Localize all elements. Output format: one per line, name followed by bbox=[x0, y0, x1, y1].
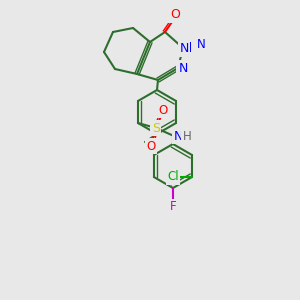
Text: H: H bbox=[183, 130, 191, 142]
Text: N: N bbox=[181, 40, 191, 52]
Text: O: O bbox=[170, 8, 180, 20]
Text: Cl: Cl bbox=[167, 170, 179, 184]
Text: N: N bbox=[178, 61, 188, 74]
Text: N: N bbox=[173, 130, 183, 142]
Text: S: S bbox=[152, 122, 160, 134]
Text: O: O bbox=[170, 8, 180, 22]
Text: N: N bbox=[182, 41, 192, 55]
Text: O: O bbox=[158, 103, 168, 116]
Text: N: N bbox=[195, 38, 203, 52]
Text: O: O bbox=[169, 7, 180, 21]
Text: N: N bbox=[178, 62, 188, 76]
Text: F: F bbox=[169, 200, 176, 214]
Text: N: N bbox=[177, 61, 187, 74]
Text: O: O bbox=[146, 140, 156, 152]
Text: N: N bbox=[196, 38, 206, 50]
Text: N: N bbox=[179, 43, 189, 56]
